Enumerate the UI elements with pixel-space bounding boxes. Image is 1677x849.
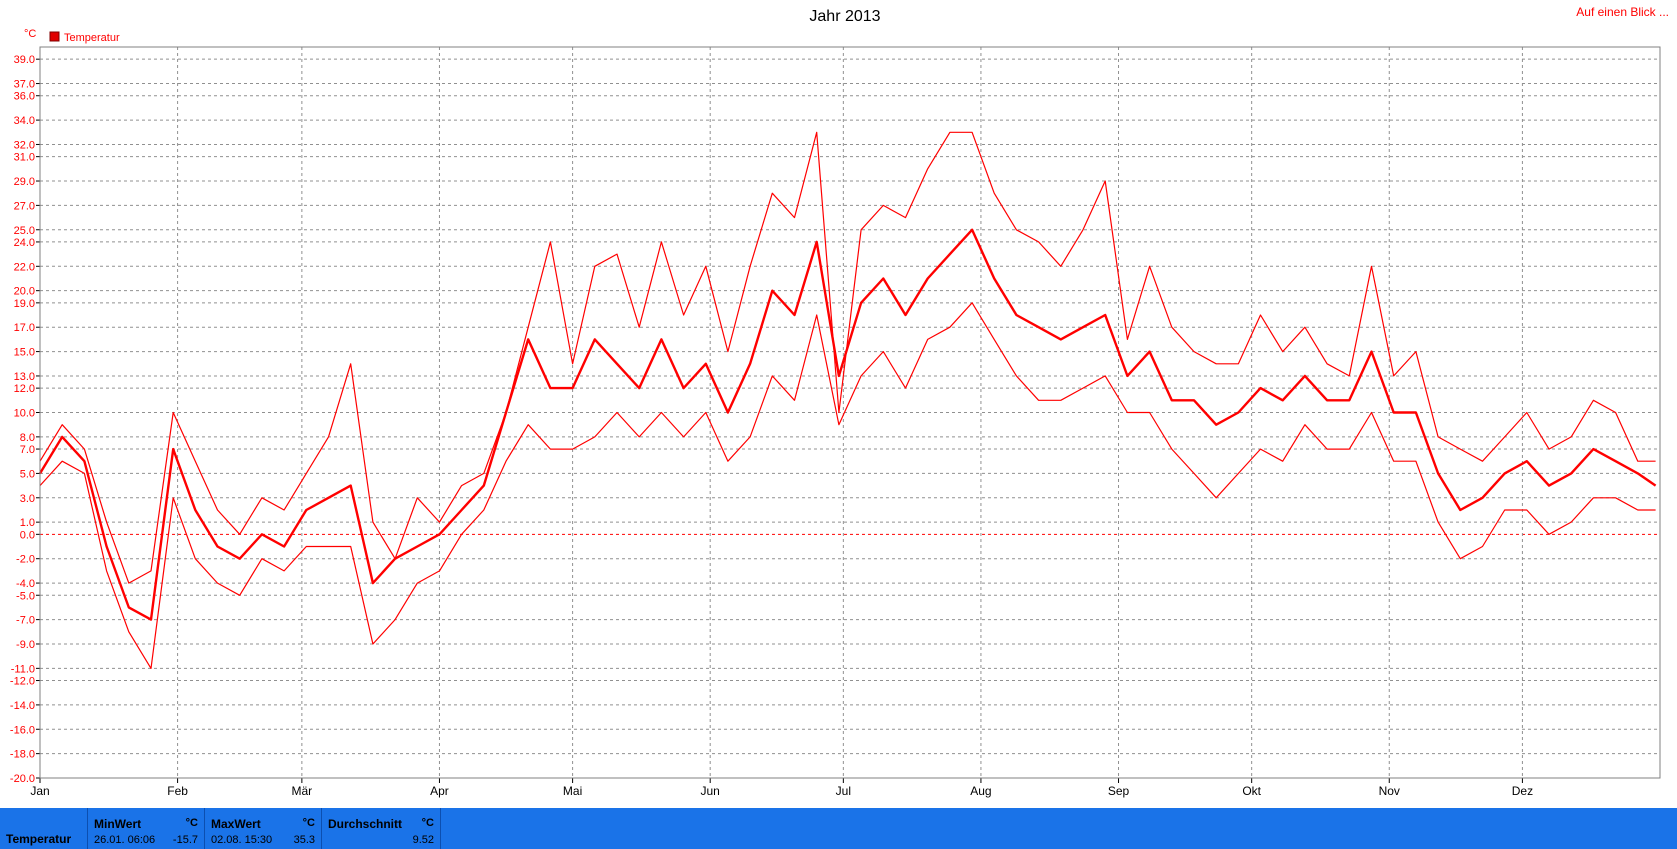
y-tick-label: 32.0 [14,139,35,151]
y-tick-label: 19.0 [14,298,35,310]
y-tick-label: 10.0 [14,408,35,420]
max-header: MaxWert [211,817,261,831]
x-tick-label: Jun [701,784,720,798]
x-tick-label: Dez [1512,784,1533,798]
y-tick-label: 20.0 [14,286,35,298]
y-tick-label: 39.0 [14,54,35,66]
x-tick-label: Nov [1379,784,1400,798]
min-unit: °C [185,817,198,829]
y-tick-label: -12.0 [10,676,35,688]
y-tick-label: 27.0 [14,200,35,212]
min-header: MinWert [94,817,142,831]
min-value-box: MinWert °C 26.01. 06:06 -15.7 [87,808,204,849]
max-value-box: MaxWert °C 02.08. 15:30 35.3 [204,808,321,849]
y-tick-label: 31.0 [14,152,35,164]
overview-link[interactable]: Auf einen Blick ... [1576,5,1669,19]
y-tick-label: 34.0 [14,115,35,127]
y-tick-label: -18.0 [10,749,35,761]
min-timestamp: 26.01. 06:06 [94,834,156,846]
y-tick-label: -4.0 [16,578,35,590]
avg-header: Durchschnitt [328,817,403,831]
avg-unit: °C [421,817,434,829]
y-tick-label: 13.0 [14,371,35,383]
y-tick-label: -20.0 [10,773,35,785]
y-tick-label: 3.0 [20,493,35,505]
series-line-max [39,131,1656,584]
plot-frame [39,46,1661,779]
avg-value: 9.52 [412,834,434,846]
series-line-min [39,302,1656,670]
y-tick-label: 37.0 [14,79,35,91]
y-tick-label: -5.0 [16,590,35,602]
max-value: 35.3 [293,834,315,846]
y-tick-label: 24.0 [14,237,35,249]
y-tick-label: 5.0 [20,468,35,480]
y-tick-label: 15.0 [14,347,35,359]
x-tick-label: Jul [836,784,851,798]
stats-series-label: Temperatur [6,832,72,846]
x-tick-label: Jan [30,784,49,798]
y-tick-label: 36.0 [14,91,35,103]
y-tick-label: 29.0 [14,176,35,188]
x-tick-label: Aug [970,784,991,798]
x-tick-label: Mär [292,784,313,798]
temperature-chart: Jahr 2013 °C Temperatur 39.0 37.036.0 34.0… [10,8,1661,798]
y-tick-label: -7.0 [16,615,35,627]
y-tick-label: 12.0 [14,383,35,395]
legend-swatch [49,31,60,42]
y-tick-label: 8.0 [20,432,35,444]
y-tick-label: -2.0 [16,554,35,566]
y-tick-label: 22.0 [14,261,35,273]
y-tick-label: -14.0 [10,700,35,712]
y-tick-label: 0.0 [20,529,35,541]
y-tick-label: 1.0 [20,517,35,529]
y-tick-label: 17.0 [14,322,35,334]
y-tick-label: -9.0 [16,639,35,651]
x-tick-label: Okt [1242,784,1261,798]
x-tick-label: Feb [167,784,188,798]
y-tick-label: 25.0 [14,225,35,237]
y-tick-label: 7.0 [20,444,35,456]
average-value-box: Durchschnitt °C 9.52 [321,808,441,849]
max-unit: °C [302,817,315,829]
chart-title: Jahr 2013 [809,8,880,25]
y-unit-label: °C [24,28,36,40]
x-tick-label: Sep [1108,784,1130,798]
stats-panel: Temperatur MinWert °C 26.01. 06:06 -15.7… [0,808,1677,849]
x-tick-label: Mai [563,784,582,798]
x-tick-label: Apr [430,784,449,798]
y-tick-label: -16.0 [10,724,35,736]
max-timestamp: 02.08. 15:30 [211,834,273,846]
series-line-avg [38,228,1657,621]
legend-label: Temperatur [64,32,120,44]
min-value: -15.7 [172,834,198,846]
y-tick-label: -11.0 [11,663,35,675]
